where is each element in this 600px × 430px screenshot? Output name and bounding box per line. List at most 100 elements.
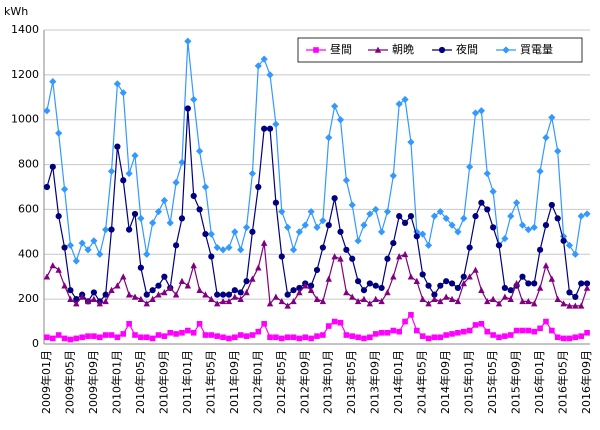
marker (272, 293, 280, 300)
marker (507, 212, 515, 220)
marker (419, 333, 426, 339)
marker (560, 335, 567, 342)
marker (43, 183, 51, 191)
marker (78, 293, 86, 300)
marker (143, 250, 151, 258)
marker (137, 214, 145, 222)
marker (565, 241, 574, 249)
marker (208, 295, 215, 302)
marker (536, 284, 544, 291)
marker (401, 95, 409, 104)
marker (531, 280, 538, 287)
marker (325, 222, 332, 229)
marker (266, 300, 274, 307)
marker (84, 246, 92, 254)
marker (243, 289, 250, 296)
y-tick-label: 800 (18, 158, 39, 171)
marker (85, 333, 91, 339)
marker (466, 327, 473, 334)
marker (196, 321, 203, 327)
marker (454, 284, 462, 292)
marker (137, 264, 144, 271)
x-tick-label: 2011年01月 (180, 350, 194, 414)
x-tick-label: 2009年05月 (62, 350, 76, 414)
marker (125, 169, 133, 178)
marker (502, 333, 508, 339)
marker (583, 280, 591, 287)
marker (290, 287, 297, 294)
marker (295, 228, 303, 236)
marker (578, 333, 584, 339)
marker (102, 332, 109, 338)
marker (396, 213, 403, 220)
marker (542, 134, 550, 142)
x-tick-label: 2011年09月 (227, 350, 241, 414)
marker (260, 55, 268, 63)
marker (67, 295, 74, 302)
marker (437, 282, 444, 289)
marker (243, 278, 250, 285)
x-tick-label: 2010年05月 (133, 350, 147, 414)
marker (201, 183, 210, 191)
x-tick-label: 2016年09月 (579, 350, 593, 414)
marker (525, 280, 532, 287)
marker (495, 242, 503, 249)
marker (572, 334, 579, 341)
marker (278, 335, 285, 342)
marker (231, 228, 239, 236)
marker (184, 37, 192, 45)
marker (225, 291, 233, 298)
marker (531, 300, 538, 307)
marker (548, 275, 556, 282)
marker (566, 302, 573, 309)
marker (313, 47, 319, 53)
marker (44, 334, 50, 341)
marker (255, 264, 262, 271)
marker (331, 102, 339, 110)
marker (460, 273, 467, 280)
marker (466, 273, 473, 280)
marker (261, 321, 267, 327)
marker (384, 289, 391, 296)
marker (425, 300, 432, 307)
marker (43, 107, 51, 115)
marker (549, 327, 555, 334)
marker (138, 334, 144, 341)
marker (196, 286, 203, 293)
y-tick-label: 600 (18, 202, 39, 215)
marker (489, 295, 497, 302)
marker (308, 335, 314, 342)
y-tick-label: 400 (18, 247, 39, 260)
marker (289, 246, 298, 254)
marker (90, 295, 98, 302)
legend: 昼間 朝晩 夜間 買電量 (297, 37, 583, 63)
marker (419, 230, 427, 238)
marker (408, 312, 414, 318)
marker (260, 239, 268, 246)
marker (184, 282, 192, 289)
marker (519, 327, 526, 334)
marker (507, 287, 514, 294)
marker (126, 321, 132, 327)
marker (96, 334, 103, 341)
marker (331, 253, 338, 260)
marker (314, 333, 320, 339)
marker (542, 222, 550, 229)
marker (554, 334, 561, 341)
marker (319, 217, 327, 225)
marker (231, 293, 239, 300)
marker (237, 295, 244, 302)
marker (407, 273, 415, 280)
marker (237, 289, 244, 296)
legend-label: 買電量 (520, 43, 553, 56)
y-tick-label: 1400 (11, 23, 39, 36)
marker (213, 243, 221, 252)
marker (208, 332, 215, 338)
marker (284, 223, 292, 231)
marker (49, 262, 57, 269)
marker (66, 241, 75, 249)
marker (237, 246, 245, 254)
series (43, 239, 591, 309)
marker (395, 100, 403, 108)
marker (518, 221, 527, 229)
